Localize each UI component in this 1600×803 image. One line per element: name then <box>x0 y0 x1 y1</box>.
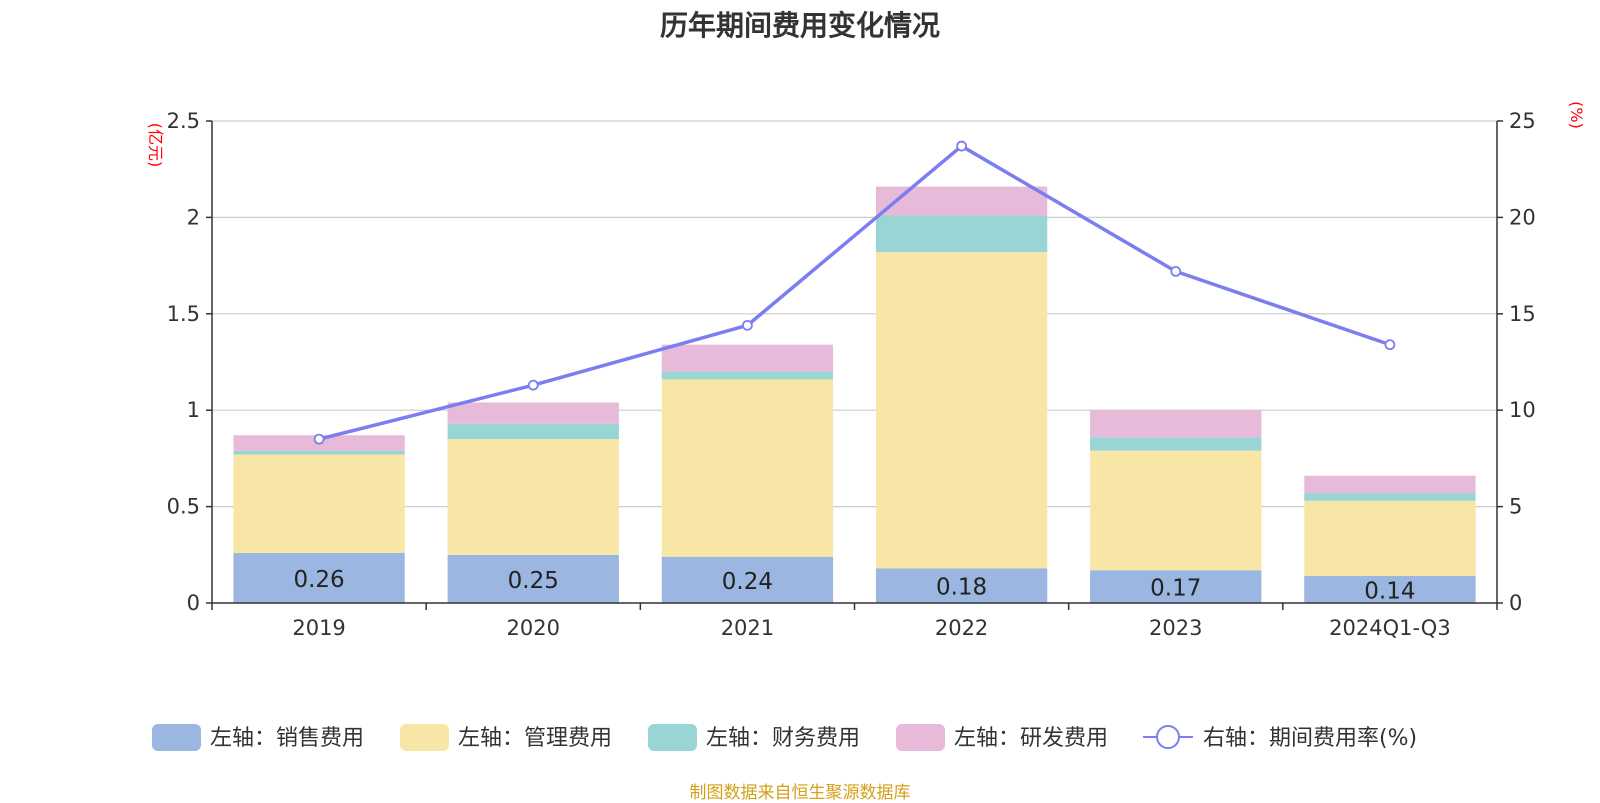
right-axis-unit: (%) <box>1567 101 1586 129</box>
bar-segment <box>447 423 619 440</box>
rate-line-point <box>1170 265 1182 277</box>
left-axis-tick-label: 1.5 <box>167 302 200 326</box>
rate-line-path <box>318 144 1391 441</box>
bar-segment <box>875 186 1048 216</box>
bar-segment <box>661 344 834 372</box>
x-axis-tick-label: 2024Q1-Q3 <box>1329 616 1451 640</box>
x-axis-tick-label: 2023 <box>1149 616 1202 640</box>
bar-segment <box>875 252 1048 569</box>
legend-swatch <box>400 724 449 751</box>
bar-segment <box>661 371 834 380</box>
rate-line-point <box>527 379 539 391</box>
bar-segment <box>447 439 619 555</box>
bar-segment <box>1090 450 1262 571</box>
bar-segment <box>447 554 619 603</box>
x-axis-tick-label: 2020 <box>507 616 560 640</box>
right-axis-tick-label: 15 <box>1509 302 1536 326</box>
bar-data-label: 0.17 <box>1150 576 1201 602</box>
bar-segment <box>233 454 405 553</box>
grid-lines <box>212 120 1497 508</box>
legend-label: 左轴：财务费用 <box>706 726 860 751</box>
bar-segment <box>447 402 619 424</box>
rate-line-point <box>1384 339 1396 351</box>
bar-data-label: 0.18 <box>936 575 987 601</box>
source-note: 制图数据来自恒生聚源数据库 <box>689 783 911 803</box>
bar-segment <box>1304 493 1476 501</box>
left-axis-tick-label: 0 <box>187 591 200 615</box>
data-labels: 0.26 0.25 0.24 0.18 0.17 0.14 <box>293 567 1415 605</box>
bar-segment <box>1304 576 1476 603</box>
legend-label: 右轴：期间费用率(%) <box>1203 726 1417 751</box>
bar-data-label: 0.24 <box>722 569 773 595</box>
bars <box>233 186 1476 603</box>
right-axis-tick-label: 20 <box>1509 205 1536 229</box>
rate-line-point <box>742 319 753 331</box>
legend-label: 左轴：研发费用 <box>954 726 1108 751</box>
x-axis-tick-label: 2021 <box>721 616 774 640</box>
rate-line-point <box>956 140 967 152</box>
legend-label: 左轴：销售费用 <box>210 726 364 751</box>
bar-data-label: 0.25 <box>508 568 559 594</box>
bar-segment <box>1090 410 1262 438</box>
axes: 0 0.5 1 1.5 2 2.5 0 5 10 15 20 25 (亿元) (%) 2019 2020 202… <box>146 101 1586 640</box>
bar-data-label: 0.26 <box>293 567 344 593</box>
bar-segment <box>661 556 834 603</box>
rate-line <box>313 140 1396 445</box>
legend-label: 左轴：管理费用 <box>458 726 612 751</box>
bar-segment <box>1090 437 1262 451</box>
left-axis-tick-label: 2 <box>187 205 200 229</box>
x-axis-tick-label: 2019 <box>292 616 345 640</box>
left-axis-tick-label: 1 <box>187 398 200 422</box>
rate-line-point <box>313 433 325 445</box>
bar-segment <box>661 379 834 557</box>
bar-segment <box>1090 570 1262 603</box>
right-axis-tick-label: 0 <box>1509 591 1522 615</box>
chart-title: 历年期间费用变化情况 <box>659 9 940 42</box>
bar-data-label: 0.14 <box>1364 579 1415 605</box>
right-axis-tick-label: 25 <box>1509 109 1536 133</box>
legend-marker <box>1156 725 1180 749</box>
legend-swatch <box>896 724 945 751</box>
left-axis-tick-label: 0.5 <box>167 495 200 519</box>
left-axis-tick-label: 2.5 <box>167 109 200 133</box>
right-axis-tick-label: 5 <box>1509 495 1522 519</box>
x-axis-tick-label: 2022 <box>935 616 988 640</box>
left-axis-unit: (亿元) <box>146 123 165 168</box>
bar-segment <box>1304 475 1476 494</box>
bar-segment <box>1304 500 1476 577</box>
right-axis-tick-label: 10 <box>1509 398 1536 422</box>
bar-segment <box>875 568 1048 603</box>
bar-segment <box>233 450 405 455</box>
legend-swatch <box>152 724 201 751</box>
legend: 左轴：销售费用 左轴：管理费用 左轴：财务费用 左轴：研发费用 右轴：期间费用率(%) <box>152 724 1417 751</box>
legend-swatch <box>648 724 697 751</box>
bar-segment <box>875 215 1048 253</box>
bar-segment <box>233 552 405 603</box>
